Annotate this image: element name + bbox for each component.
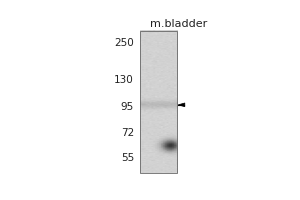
Text: 72: 72 [121,128,134,138]
Bar [140,31,177,173]
Text: 95: 95 [121,102,134,112]
Text: m.bladder: m.bladder [149,19,207,29]
Text: 130: 130 [114,75,134,85]
Text: 250: 250 [114,38,134,48]
Polygon shape [178,103,185,107]
Text: 55: 55 [121,153,134,163]
